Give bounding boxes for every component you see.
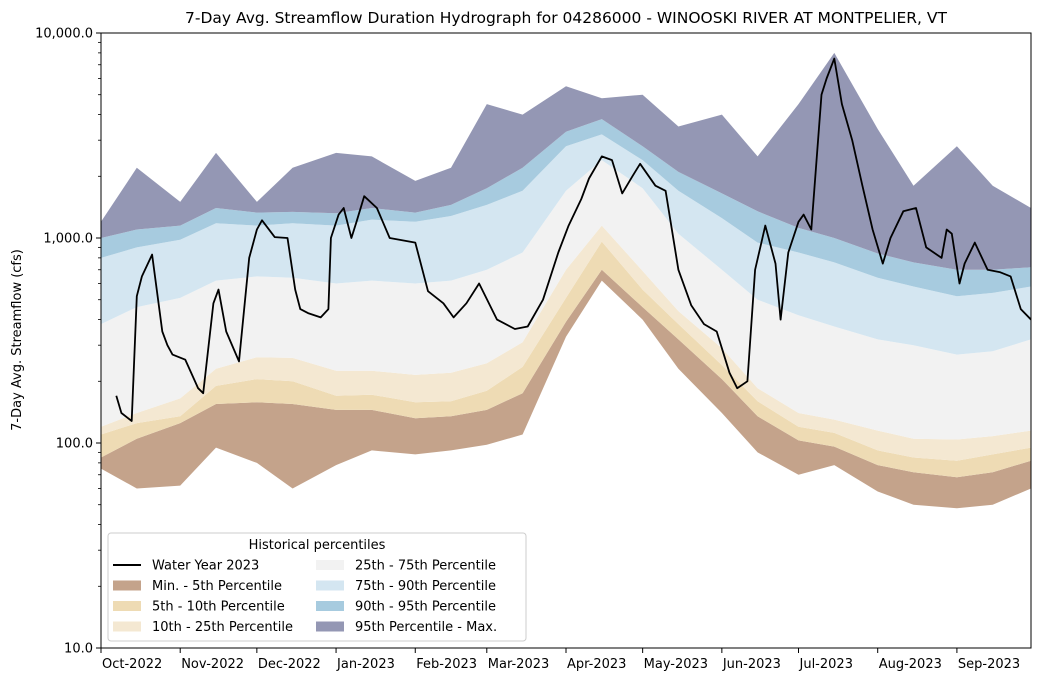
band-min_p5 xyxy=(101,269,1031,509)
legend-label: Min. - 5th Percentile xyxy=(152,579,282,594)
band-p95_max xyxy=(101,52,1031,270)
x-tick-label: Jan-2023 xyxy=(336,657,395,672)
water-year-2023-line xyxy=(115,57,1031,422)
x-tick-label: Sep-2023 xyxy=(958,657,1020,672)
x-tick-label: Oct-2022 xyxy=(102,657,162,672)
legend-label: 10th - 25th Percentile xyxy=(152,620,293,635)
x-tick-label: Jul-2023 xyxy=(799,657,853,672)
legend-swatch-p5_p10 xyxy=(113,601,141,611)
y-tick-label: 10.0 xyxy=(64,642,93,657)
y-tick-label: 10,000.0 xyxy=(35,27,93,42)
band-p10_p25 xyxy=(101,225,1031,461)
y-axis-label: 7-Day Avg. Streamflow (cfs) xyxy=(10,249,25,431)
legend: Historical percentiles Water Year 2023 Mi… xyxy=(107,532,527,642)
percentile-bands xyxy=(101,52,1031,509)
legend-swatch-p90_p95 xyxy=(316,601,344,611)
current-year-line-group xyxy=(115,57,1031,422)
y-tick-label: 100.0 xyxy=(56,437,93,452)
legend-swatch-p25_p75 xyxy=(316,560,344,570)
legend-swatch-min_p5 xyxy=(113,580,141,591)
axes: 10.0 100.0 1,000.0 10,000.0 Oct-2022 Nov-2022… xyxy=(35,27,1032,672)
x-tick-label: Apr-2023 xyxy=(567,657,626,672)
legend-swatch-p75_p90 xyxy=(316,580,344,591)
legend-swatch-p95_max xyxy=(316,621,344,632)
x-tick-label: Aug-2023 xyxy=(879,657,942,672)
x-tick-label: Nov-2022 xyxy=(181,657,244,672)
x-tick-label: Jun-2023 xyxy=(722,657,781,672)
legend-label: 95th Percentile - Max. xyxy=(355,620,497,635)
legend-label: 90th - 95th Percentile xyxy=(355,600,496,615)
x-tick-label: Feb-2023 xyxy=(416,657,477,672)
band-p90_p95 xyxy=(101,119,1031,297)
legend-label: 25th - 75th Percentile xyxy=(355,559,496,574)
x-tick-label: Dec-2022 xyxy=(258,657,321,672)
x-tick-label: Mar-2023 xyxy=(488,657,549,672)
band-p25_p75 xyxy=(101,160,1031,440)
legend-label: 75th - 90th Percentile xyxy=(355,579,496,594)
band-p75_p90 xyxy=(101,134,1031,355)
legend-label: 5th - 10th Percentile xyxy=(152,600,285,615)
legend-label: Water Year 2023 xyxy=(152,559,259,574)
x-tick-label: May-2023 xyxy=(644,657,708,672)
chart-title: 7-Day Avg. Streamflow Duration Hydrograp… xyxy=(185,9,947,27)
y-tick-label: 1,000.0 xyxy=(43,232,93,247)
legend-swatch-p10_p25 xyxy=(113,621,141,632)
legend-title: Historical percentiles xyxy=(249,538,386,553)
